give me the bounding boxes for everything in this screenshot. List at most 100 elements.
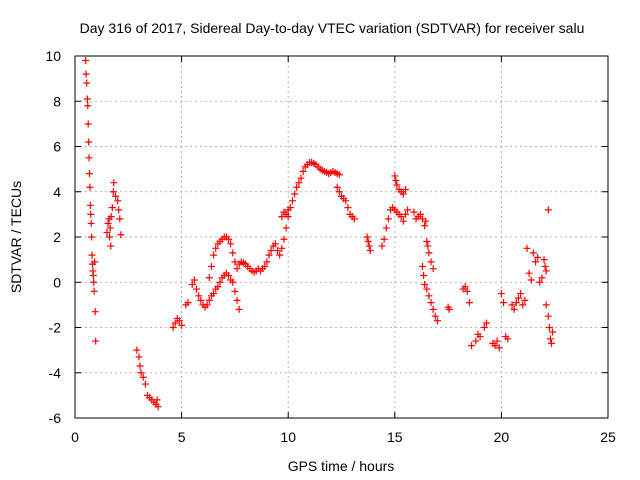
data-point — [423, 285, 431, 293]
data-point — [429, 305, 437, 313]
data-point — [108, 204, 116, 212]
data-point — [427, 299, 435, 307]
data-point — [195, 292, 203, 300]
data-point — [90, 278, 98, 286]
data-point — [463, 287, 471, 295]
data-point — [399, 217, 407, 225]
data-point — [416, 210, 424, 218]
data-point — [85, 170, 93, 178]
data-point — [425, 249, 433, 257]
data-point — [420, 271, 428, 279]
data-point — [135, 353, 143, 361]
data-point — [207, 262, 215, 270]
data-point — [482, 319, 490, 327]
data-point — [397, 213, 405, 221]
data-point — [117, 231, 125, 239]
data-point — [229, 278, 237, 286]
data-point — [91, 258, 99, 266]
data-point — [86, 183, 94, 191]
data-point — [500, 299, 508, 307]
data-point — [542, 301, 550, 309]
data-point — [480, 324, 488, 331]
y-tick-label: 6 — [53, 139, 61, 155]
data-point — [82, 57, 90, 65]
data-point — [421, 222, 429, 230]
data-point — [431, 312, 439, 320]
data-point — [525, 269, 533, 277]
data-point — [433, 317, 441, 325]
data-point — [90, 287, 98, 295]
y-tick-label: -6 — [49, 410, 62, 426]
data-point — [293, 183, 301, 191]
data-point — [523, 244, 531, 252]
y-tick-label: 4 — [53, 184, 61, 200]
data-point — [184, 299, 192, 307]
data-point — [85, 138, 93, 146]
data-point — [495, 344, 503, 352]
x-tick-label: 5 — [178, 429, 186, 445]
data-point — [429, 265, 437, 273]
data-point — [85, 154, 93, 162]
data-point — [282, 210, 290, 218]
y-tick-label: 10 — [45, 48, 61, 64]
data-point — [544, 312, 552, 320]
data-point — [91, 308, 99, 316]
data-point — [344, 204, 352, 212]
data-point — [427, 258, 435, 266]
data-point — [88, 251, 96, 259]
data-point — [86, 201, 94, 209]
data-point — [521, 296, 529, 304]
data-point — [137, 369, 145, 377]
data-point — [465, 299, 473, 307]
data-point — [382, 224, 390, 232]
data-point — [333, 183, 341, 191]
data-point — [193, 285, 201, 293]
data-point — [225, 235, 233, 243]
data-point — [299, 167, 307, 175]
chart-title: Day 316 of 2017, Sidereal Day-to-day VTE… — [80, 20, 585, 36]
y-tick-label: 2 — [53, 229, 61, 245]
data-point — [284, 206, 292, 214]
x-tick-label: 0 — [71, 429, 79, 445]
x-axis-label: GPS time / hours — [288, 458, 395, 474]
data-point — [107, 242, 115, 250]
data-point — [169, 324, 177, 331]
data-point — [190, 276, 198, 284]
data-point — [106, 233, 114, 241]
data-point — [391, 172, 399, 180]
data-point — [424, 242, 432, 250]
data-point — [87, 210, 95, 218]
data-point — [107, 213, 115, 221]
data-point — [133, 346, 141, 354]
data-point — [422, 217, 430, 225]
data-point — [216, 278, 224, 286]
data-point — [229, 249, 237, 257]
data-point — [404, 206, 412, 214]
data-point — [497, 290, 505, 298]
y-tick-label: 0 — [53, 274, 61, 290]
y-tick-label: 8 — [53, 93, 61, 109]
data-point — [532, 258, 540, 266]
data-point — [425, 292, 433, 300]
data-point — [468, 342, 476, 350]
data-point — [278, 244, 286, 252]
data-point — [188, 281, 196, 289]
data-point — [178, 321, 186, 329]
data-point — [214, 283, 222, 291]
data-point — [110, 179, 118, 187]
data-point — [419, 262, 427, 270]
data-point — [280, 235, 288, 243]
data-point — [106, 224, 114, 232]
data-point — [276, 251, 284, 259]
data-point — [205, 296, 213, 304]
data-point — [401, 210, 409, 218]
data-point — [504, 335, 512, 343]
x-tick-label: 25 — [600, 429, 616, 445]
data-point — [342, 197, 350, 205]
data-point — [88, 233, 96, 241]
data-point — [534, 253, 542, 261]
data-point — [291, 190, 299, 198]
data-point — [399, 190, 407, 198]
